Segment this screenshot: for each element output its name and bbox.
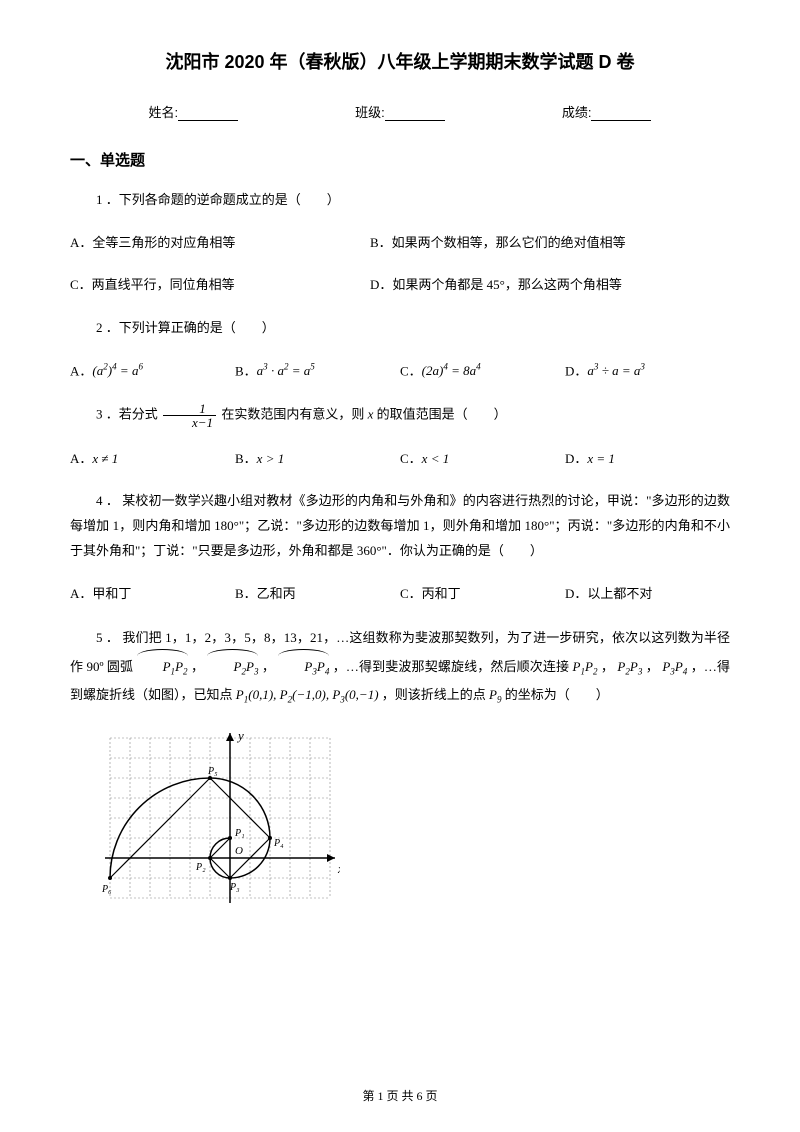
- page-footer: 第 1 页 共 6 页: [0, 1087, 800, 1104]
- q4-optC: C．丙和丁: [400, 582, 565, 607]
- q5-m4: ，: [598, 659, 615, 674]
- svg-text:P₄: P₄: [273, 838, 284, 849]
- q2-optD: D．a3 ÷ a = a3: [565, 359, 730, 384]
- q4-optA: A．甲和丁: [70, 582, 235, 607]
- q2-optD-prefix: D．: [565, 363, 587, 378]
- svg-text:P₆: P₆: [101, 884, 112, 895]
- q1-text: 1 ．下列各命题的逆命题成立的是（ ）: [70, 188, 730, 213]
- q1-optC: C．两直线平行，同位角相等: [70, 273, 370, 298]
- q5-text: 5 ． 我们把 1，1，2，3，5，8，13，21，…这组数称为斐波那契数列，为…: [70, 624, 730, 710]
- class-underline: [385, 107, 445, 121]
- svg-text:P₅: P₅: [207, 766, 218, 777]
- q5-end: 的坐标为（ ）: [505, 687, 609, 702]
- q3-options: A．x ≠ 1 B．x > 1 C．x < 1 D．x = 1: [70, 447, 730, 472]
- q3-optD-prefix: D．: [565, 451, 587, 466]
- class-label: 班级:: [355, 105, 385, 120]
- q1-optD: D．如果两个角都是 45°，那么这两个角相等: [370, 273, 730, 298]
- svg-text:y: y: [236, 728, 244, 743]
- name-underline: [178, 107, 238, 121]
- q2-optA: A．(a2)4 = a6: [70, 359, 235, 384]
- q2-optA-prefix: A．: [70, 363, 92, 378]
- q3-optA: A．x ≠ 1: [70, 447, 235, 472]
- name-field: 姓名:: [149, 102, 239, 121]
- q3-optD: D．x = 1: [565, 447, 730, 472]
- class-field: 班级:: [355, 102, 445, 121]
- q4-text: 4 ． 某校初一数学兴趣小组对教材《多边形的内角和与外角和》的内容进行热烈的讨论…: [70, 489, 730, 563]
- q4-optB: B．乙和丙: [235, 582, 400, 607]
- q3-suffix: 的取值范围是（ ）: [377, 406, 507, 421]
- q2-optB: B．a3 · a2 = a5: [235, 359, 400, 384]
- q1-optA: A．全等三角形的对应角相等: [70, 231, 370, 256]
- q3-optA-prefix: A．: [70, 451, 92, 466]
- q5-m2: ，: [258, 659, 275, 674]
- q3-mid: 在实数范围内有意义，则: [221, 406, 367, 421]
- q3-prefix: 3 ．若分式: [96, 406, 161, 421]
- q1-options-row2: C．两直线平行，同位角相等 D．如果两个角都是 45°，那么这两个角相等: [70, 273, 730, 298]
- q5-m5: ，: [642, 659, 659, 674]
- q2-optC-prefix: C．: [400, 363, 422, 378]
- svg-text:P₁: P₁: [234, 828, 245, 839]
- q4-options: A．甲和丁 B．乙和丙 C．丙和丁 D．以上都不对: [70, 582, 730, 607]
- q3-optB-prefix: B．: [235, 451, 257, 466]
- name-label: 姓名:: [149, 105, 179, 120]
- score-underline: [591, 107, 651, 121]
- q1-optB: B．如果两个数相等，那么它们的绝对值相等: [370, 231, 730, 256]
- section-1-heading: 一、单选题: [70, 149, 730, 170]
- score-field: 成绩:: [562, 102, 652, 121]
- fibonacci-spiral-svg: x y O P₁ P₂ P₃ P₄ P₅ P₆: [100, 728, 340, 923]
- svg-text:P₃: P₃: [229, 882, 240, 893]
- q1-options-row1: A．全等三角形的对应角相等 B．如果两个数相等，那么它们的绝对值相等: [70, 231, 730, 256]
- q3-optB: B．x > 1: [235, 447, 400, 472]
- q5-figure: x y O P₁ P₂ P₃ P₄ P₅ P₆: [100, 728, 730, 927]
- score-label: 成绩:: [562, 105, 592, 120]
- svg-text:x: x: [337, 861, 340, 876]
- q3-optC: C．x < 1: [400, 447, 565, 472]
- q5-m3: ，…得到斐波那契螺旋线，然后顺次连接: [329, 659, 572, 674]
- q3-text: 3 ．若分式 1x−1 在实数范围内有意义，则 x 的取值范围是（ ）: [70, 402, 730, 429]
- q4-optD: D．以上都不对: [565, 582, 730, 607]
- q3-optC-prefix: C．: [400, 451, 422, 466]
- q5-m1: ，: [188, 659, 205, 674]
- q5-suffix: ，则该折线上的点: [382, 687, 489, 702]
- header-fields: 姓名: 班级: 成绩:: [70, 102, 730, 121]
- q2-optB-prefix: B．: [235, 363, 257, 378]
- exam-title: 沈阳市 2020 年（春秋版）八年级上学期期末数学试题 D 卷: [70, 48, 730, 74]
- q2-options: A．(a2)4 = a6 B．a3 · a2 = a5 C．(2a)4 = 8a…: [70, 359, 730, 384]
- svg-text:O: O: [235, 845, 243, 857]
- q2-text: 2 ．下列计算正确的是（ ）: [70, 316, 730, 341]
- svg-text:P₂: P₂: [195, 862, 206, 873]
- q2-optC: C．(2a)4 = 8a4: [400, 359, 565, 384]
